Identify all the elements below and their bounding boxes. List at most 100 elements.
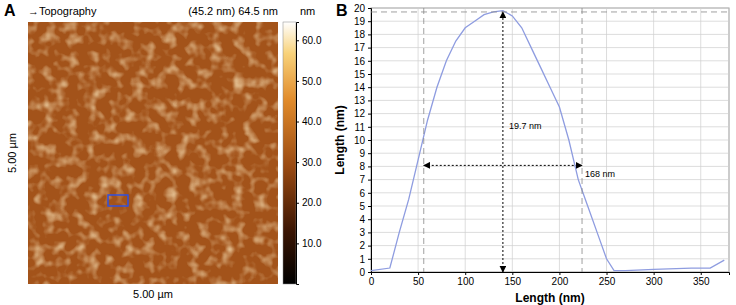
x-tick-label: 350 (693, 276, 710, 287)
grid-line-x (559, 8, 560, 272)
y-tick: 8 (359, 161, 371, 172)
y-tick-mark (368, 74, 371, 75)
x-tick: 300 (646, 272, 663, 287)
x-axis-title: Length (nm) (515, 291, 584, 305)
y-tick-mark (368, 8, 371, 9)
grid-line-y (371, 179, 729, 180)
y-tick-mark (368, 21, 371, 22)
grid-line-y (371, 113, 729, 114)
colorbar-tick: 10.0 (296, 238, 322, 249)
y-tick-mark (368, 206, 371, 207)
x-tick-mark (607, 272, 608, 275)
y-tick: 5 (359, 201, 371, 212)
y-tick-label: 8 (359, 161, 365, 172)
y-axis-line (368, 9, 372, 273)
y-tick: 19 (354, 16, 371, 27)
x-axis: 050100150200250300350 (369, 272, 730, 287)
y-tick-mark (368, 61, 371, 62)
y-tick-mark (368, 100, 371, 101)
colorbar-tick-mark (296, 162, 299, 163)
y-tick: 3 (359, 227, 371, 238)
colorbar-tick: 50.0 (296, 76, 322, 87)
y-tick-mark (368, 166, 371, 167)
width-arrow (424, 165, 582, 166)
colorbar-tick: 60.0 (296, 35, 322, 46)
x-tick-label: 250 (599, 276, 616, 287)
grid-line-y (371, 219, 729, 220)
y-tick-mark (368, 219, 371, 220)
y-tick-label: 0 (359, 267, 365, 278)
grid-line-x (418, 8, 419, 272)
grid-line-x (512, 8, 513, 272)
x-tick: 350 (693, 272, 710, 287)
y-tick-mark (368, 114, 371, 115)
colorbar-tick-mark (296, 243, 299, 244)
grid-line-y (371, 232, 729, 233)
plot-frame (371, 8, 729, 272)
y-axis-title: Length (nm) (333, 105, 347, 174)
colorbar-tick-mark (296, 203, 299, 204)
y-tick: 11 (355, 122, 371, 133)
colorbar-tick-label: 20.0 (302, 197, 322, 208)
x-tick-mark (654, 272, 655, 275)
topography-texture (28, 22, 278, 284)
y-tick: 6 (359, 188, 371, 199)
y-tick: 16 (354, 56, 371, 67)
y-tick-label: 12 (354, 108, 366, 119)
grid-line-y (371, 100, 729, 101)
y-tick: 20 (354, 3, 371, 14)
x-tick: 200 (552, 272, 569, 287)
y-tick-mark (368, 153, 371, 154)
y-tick: 1 (359, 253, 371, 264)
colorbar-axis: 10.020.030.040.050.060.0 (296, 23, 322, 285)
y-tick-label: 5 (359, 201, 365, 212)
y-tick-label: 19 (354, 16, 366, 27)
colorbar-label: nm (300, 5, 315, 17)
y-tick: 18 (354, 29, 371, 40)
y-tick-label: 1 (359, 253, 365, 264)
y-tick-label: 6 (359, 188, 365, 199)
height-label: 19.7 nm (509, 121, 542, 131)
y-tick-label: 14 (354, 82, 366, 93)
x-tick: 0 (369, 272, 375, 287)
width-reference-line (582, 8, 583, 272)
width-reference-line (423, 8, 424, 272)
y-tick: 9 (359, 148, 371, 159)
x-tick-label: 50 (413, 276, 425, 287)
grid-line-y (371, 60, 729, 61)
grid-line-y (371, 74, 729, 75)
y-tick-label: 17 (354, 42, 366, 53)
colorbar-tick-mark (296, 40, 299, 41)
colorbar-tick: 20.0 (296, 197, 322, 208)
y-tick-mark (368, 87, 371, 88)
y-tick-label: 10 (354, 135, 366, 146)
y-tick-label: 2 (359, 240, 365, 251)
x-tick-mark (465, 272, 466, 275)
y-tick: 10 (354, 135, 371, 146)
profile-selection (108, 195, 128, 206)
x-axis-title: 5.00 µm (133, 288, 173, 300)
x-tick: 100 (457, 272, 474, 287)
colorbar-tick-label: 40.0 (302, 116, 322, 127)
grid-line-y (371, 34, 729, 35)
image-subtitle: (45.2 nm) 64.5 nm (188, 5, 278, 17)
grid-line-y (371, 126, 729, 127)
y-tick-mark (368, 246, 371, 247)
y-tick-label: 9 (359, 148, 365, 159)
image-title: →Topography (28, 5, 97, 17)
x-tick-label: 0 (369, 276, 375, 287)
topography-image (28, 22, 278, 284)
y-tick-mark (368, 259, 371, 260)
annotations: 19.7 nm 168 nm (371, 8, 729, 272)
y-tick-label: 7 (359, 174, 365, 185)
peak-reference-line (371, 11, 729, 12)
width-label: 168 nm (585, 169, 615, 179)
x-tick: 250 (599, 272, 616, 287)
grid-line-y (371, 258, 729, 259)
colorbar-tick-label: 60.0 (302, 35, 322, 46)
y-tick-label: 18 (354, 29, 366, 40)
y-tick-mark (368, 272, 371, 273)
y-tick-label: 16 (354, 56, 366, 67)
grid-line-x (465, 8, 466, 272)
grid-line-y (371, 21, 729, 22)
